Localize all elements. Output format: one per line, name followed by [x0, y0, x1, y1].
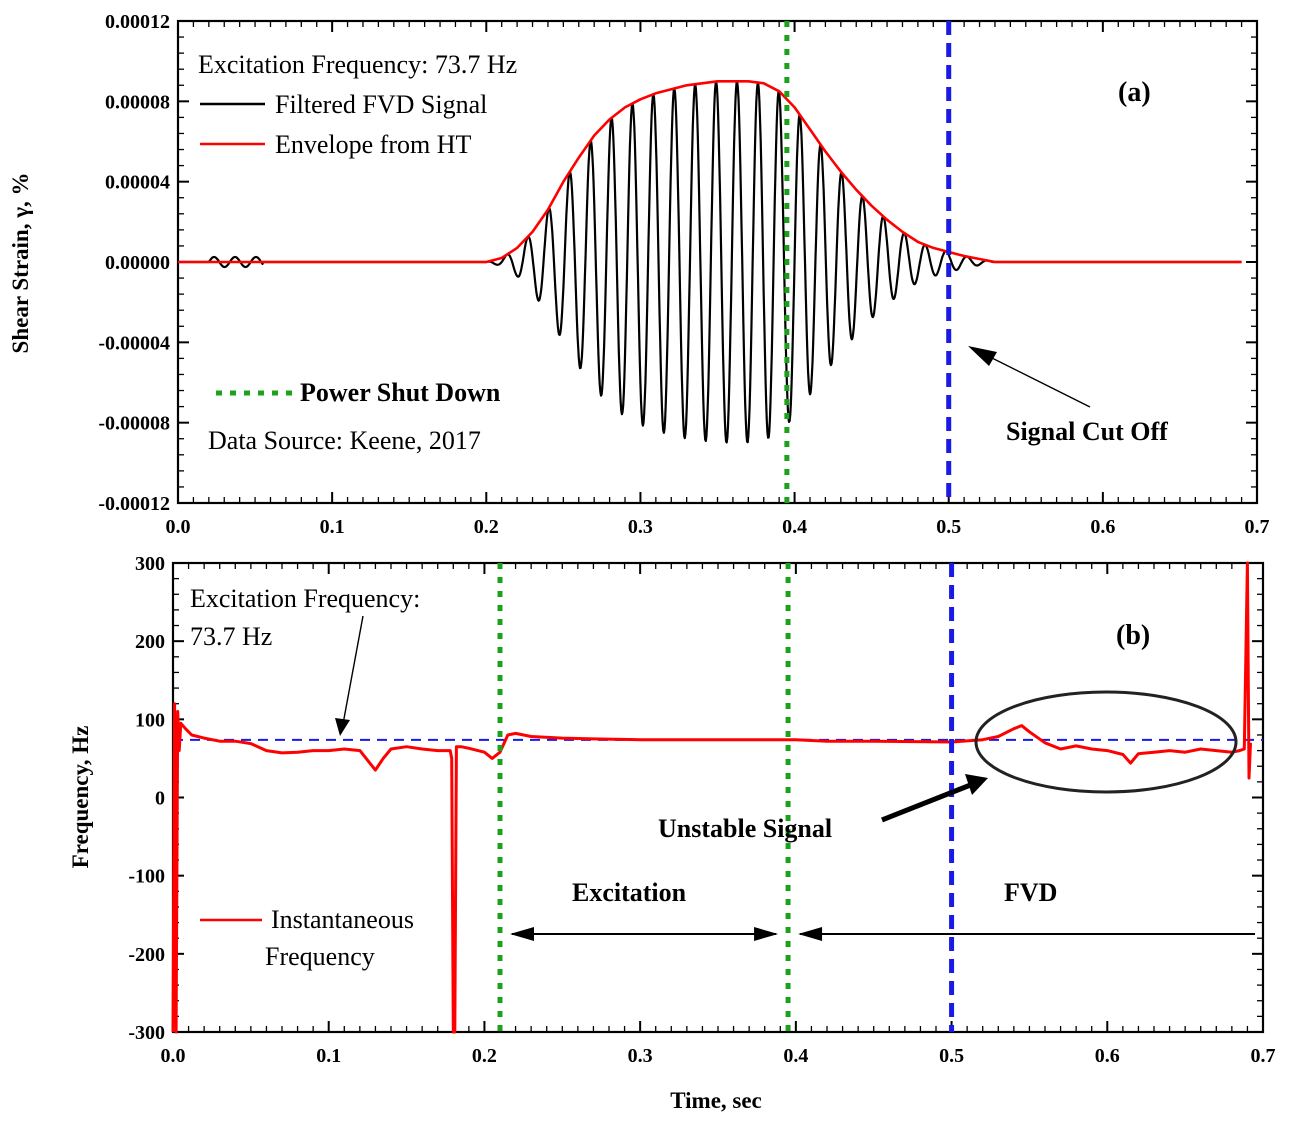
- panel-b-xtick-label: 0.2: [472, 1045, 497, 1067]
- panel-b-ytick-label: -100: [128, 866, 165, 888]
- panel-a-ytick-label: 0.00004: [105, 172, 170, 194]
- panel-b-xtick-label: 0.6: [1095, 1045, 1120, 1067]
- excitation-span-arrowhead-left: [510, 927, 534, 941]
- excitation-span-arrowhead-right: [754, 927, 779, 941]
- data-source-label: Data Source: Keene, 2017: [208, 426, 481, 455]
- panel-b-ylabel: Frequency, Hz: [68, 726, 93, 869]
- signal-cut-off-label: Signal Cut Off: [1006, 417, 1168, 446]
- excitation-arrow: [342, 615, 364, 725]
- panel-a-ytick-label: 0.00000: [105, 252, 170, 274]
- panel-b-xtick-label: 0.0: [161, 1045, 186, 1067]
- panel-a-excitation-label: Excitation Frequency: 73.7 Hz: [198, 50, 517, 79]
- excitation-span-label: Excitation: [572, 878, 687, 907]
- panel-b-ytick-label: 0: [155, 788, 165, 810]
- unstable-signal-label: Unstable Signal: [658, 814, 832, 843]
- panel-b-ytick-label: -200: [128, 944, 165, 966]
- panel-b-excitation-label-1: Excitation Frequency:: [190, 584, 420, 613]
- panel-b-xtick-label: 0.1: [316, 1045, 341, 1067]
- panel-b-ytick-label: 100: [135, 709, 165, 731]
- panel-a-ytick-label: -0.00012: [98, 493, 170, 515]
- unstable-arrow: [881, 781, 974, 823]
- panel-b-ytick-label: 300: [135, 553, 165, 575]
- panel-a-ytick-label: 0.00012: [105, 11, 170, 33]
- signal-cut-off-arrowhead: [968, 346, 997, 366]
- panel-a-ytick-label: -0.00008: [98, 413, 170, 435]
- instantaneous-frequency-line: [171, 561, 1252, 1034]
- panel-a-xtick-label: 0.6: [1090, 516, 1115, 538]
- panel-a-xtick-label: 0.2: [474, 516, 499, 538]
- legend-filtered-label: Filtered FVD Signal: [275, 90, 487, 119]
- panel-a-xtick-label: 0.4: [782, 516, 807, 538]
- unstable-arrowhead: [965, 774, 988, 795]
- panel-b-tag: (b): [1116, 620, 1150, 651]
- legend-instfreq-label-2: Frequency: [265, 942, 375, 971]
- legend-instfreq-label-1: Instantaneous: [271, 905, 414, 934]
- legend-envelope-label: Envelope from HT: [275, 130, 472, 159]
- panel-a-ylabel: Shear Strain, γ, %: [8, 173, 33, 354]
- panel-a-tag: (a): [1118, 77, 1151, 108]
- signal-cut-off-arrow: [979, 351, 1091, 408]
- excitation-arrowhead: [335, 718, 350, 736]
- panel-b-ytick-label: -300: [128, 1022, 165, 1044]
- panel-a-ytick-label: 0.00008: [105, 91, 170, 113]
- panel-a-ytick-label: -0.00004: [98, 332, 170, 354]
- legend-power-shutdown-label: Power Shut Down: [300, 378, 501, 407]
- envelope-line: [178, 80, 1242, 264]
- panel-a-xtick-label: 0.1: [320, 516, 345, 538]
- panel-b-ytick-label: 200: [135, 631, 165, 653]
- unstable-ellipse: [974, 690, 1238, 794]
- panel-b-excitation-label-2: 73.7 Hz: [190, 622, 272, 651]
- panel-a-xtick-label: 0.3: [628, 516, 653, 538]
- panel-b-xtick-label: 0.3: [628, 1045, 653, 1067]
- panel-b-xtick-label: 0.7: [1251, 1045, 1276, 1067]
- fvd-span-arrowhead-left: [798, 927, 823, 941]
- panel-b-xtick-label: 0.4: [783, 1045, 808, 1067]
- panel-a-xtick-label: 0.7: [1245, 516, 1270, 538]
- panel-b-xlabel: Time, sec: [670, 1088, 762, 1113]
- panel-a-xtick-label: 0.0: [166, 516, 191, 538]
- panel-a-xtick-label: 0.5: [936, 516, 961, 538]
- fvd-span-label: FVD: [1004, 878, 1057, 907]
- panel-b-xtick-label: 0.5: [939, 1045, 964, 1067]
